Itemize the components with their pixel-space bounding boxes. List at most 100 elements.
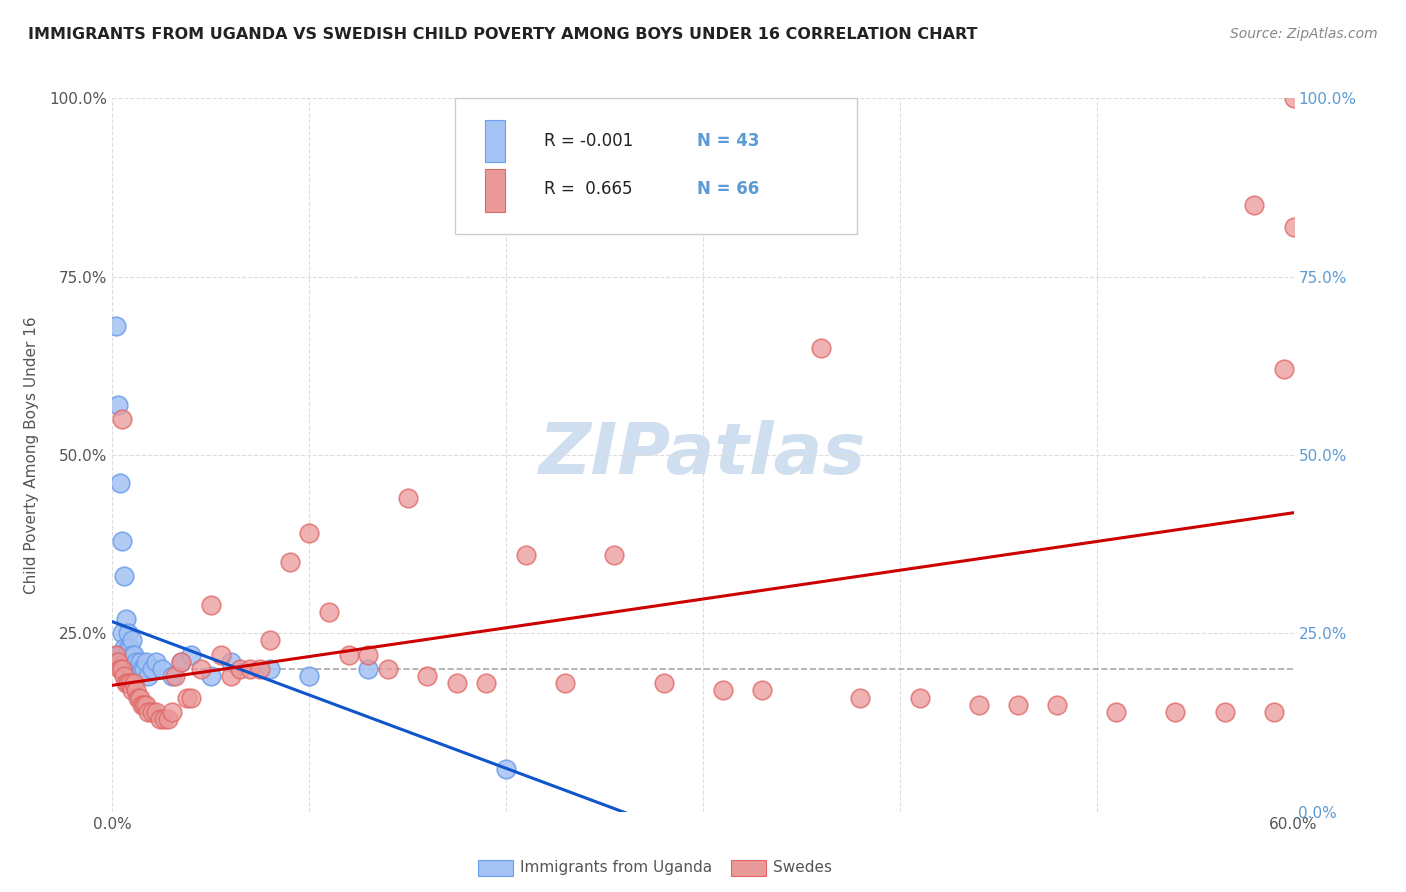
- Point: [1007, 698, 1029, 712]
- Point: [1164, 705, 1187, 719]
- Point: [110, 655, 132, 669]
- Point: [200, 598, 222, 612]
- Point: [122, 662, 145, 676]
- Point: [259, 633, 281, 648]
- Point: [554, 676, 576, 690]
- Point: [160, 669, 183, 683]
- Point: [117, 640, 139, 655]
- Point: [259, 662, 281, 676]
- Point: [135, 698, 157, 712]
- Point: [105, 648, 128, 662]
- Point: [105, 319, 128, 334]
- Point: [112, 669, 135, 683]
- Point: [711, 683, 734, 698]
- Point: [152, 712, 174, 726]
- Point: [298, 526, 321, 541]
- Point: [170, 655, 193, 669]
- Point: [110, 662, 132, 676]
- Point: [1282, 219, 1305, 234]
- Point: [416, 669, 439, 683]
- Point: [176, 690, 198, 705]
- Point: [278, 555, 301, 569]
- Point: [1046, 698, 1069, 712]
- Point: [357, 648, 380, 662]
- Point: [967, 698, 990, 712]
- Point: [495, 762, 517, 776]
- Point: [298, 669, 321, 683]
- Point: [125, 683, 148, 698]
- Text: IMMIGRANTS FROM UGANDA VS SWEDISH CHILD POVERTY AMONG BOYS UNDER 16 CORRELATION : IMMIGRANTS FROM UGANDA VS SWEDISH CHILD …: [28, 27, 977, 42]
- Point: [121, 633, 143, 648]
- Point: [239, 662, 262, 676]
- Point: [190, 662, 212, 676]
- Point: [141, 662, 163, 676]
- Point: [120, 640, 142, 655]
- Bar: [485, 120, 505, 162]
- Point: [1272, 362, 1295, 376]
- Point: [515, 548, 537, 562]
- Point: [751, 683, 773, 698]
- Point: [111, 533, 134, 548]
- Point: [160, 705, 183, 719]
- Point: [115, 676, 138, 690]
- Point: [652, 676, 675, 690]
- Text: ZIPatlas: ZIPatlas: [540, 420, 866, 490]
- Point: [131, 698, 153, 712]
- Point: [603, 548, 626, 562]
- Point: [125, 655, 148, 669]
- Y-axis label: Child Poverty Among Boys Under 16: Child Poverty Among Boys Under 16: [24, 316, 38, 594]
- Point: [120, 662, 142, 676]
- Point: [165, 669, 187, 683]
- Point: [200, 669, 222, 683]
- Point: [136, 669, 159, 683]
- Point: [219, 669, 242, 683]
- Point: [122, 648, 145, 662]
- FancyBboxPatch shape: [456, 98, 856, 234]
- Point: [107, 655, 129, 669]
- Point: [141, 705, 163, 719]
- Text: R =  0.665: R = 0.665: [544, 180, 633, 198]
- Point: [396, 491, 419, 505]
- Point: [156, 712, 179, 726]
- Text: N = 43: N = 43: [697, 132, 759, 150]
- Point: [127, 690, 149, 705]
- Point: [115, 655, 138, 669]
- Point: [115, 648, 138, 662]
- Point: [249, 662, 271, 676]
- Point: [111, 648, 134, 662]
- Point: [219, 655, 242, 669]
- Point: [908, 690, 931, 705]
- Point: [111, 412, 134, 426]
- Point: [209, 648, 232, 662]
- Text: Swedes: Swedes: [773, 861, 832, 875]
- Point: [111, 626, 134, 640]
- Point: [122, 676, 145, 690]
- Text: Immigrants from Uganda: Immigrants from Uganda: [520, 861, 713, 875]
- Point: [121, 683, 143, 698]
- Point: [135, 655, 157, 669]
- Text: R = -0.001: R = -0.001: [544, 132, 633, 150]
- Bar: [485, 169, 505, 212]
- Point: [129, 690, 152, 705]
- Point: [475, 676, 498, 690]
- Point: [849, 690, 872, 705]
- Point: [112, 569, 135, 583]
- Point: [131, 662, 153, 676]
- Point: [112, 640, 135, 655]
- Point: [112, 655, 135, 669]
- Point: [180, 690, 202, 705]
- Point: [1263, 705, 1285, 719]
- Point: [810, 341, 832, 355]
- Point: [129, 655, 152, 669]
- Point: [1282, 91, 1305, 105]
- Point: [117, 676, 139, 690]
- Point: [149, 712, 172, 726]
- Point: [110, 476, 132, 491]
- Point: [446, 676, 468, 690]
- Text: N = 66: N = 66: [697, 180, 759, 198]
- Point: [229, 662, 252, 676]
- Point: [121, 648, 143, 662]
- Point: [121, 662, 143, 676]
- Point: [377, 662, 399, 676]
- Point: [107, 398, 129, 412]
